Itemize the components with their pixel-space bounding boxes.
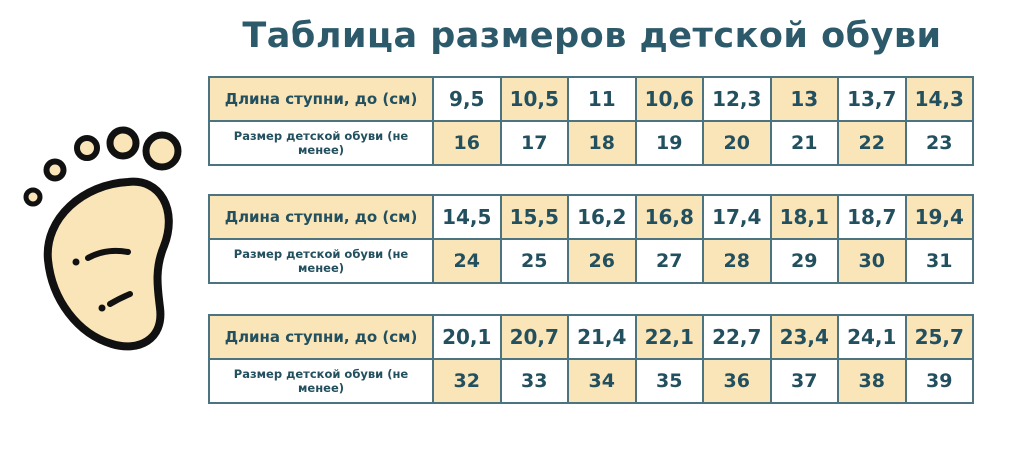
length-cell: 9,5	[432, 76, 502, 122]
length-cell: 25,7	[904, 314, 974, 360]
size-cell: 32	[432, 358, 502, 404]
size-cell: 21	[769, 120, 839, 166]
size-cell: 38	[837, 358, 907, 404]
size-cell: 28	[702, 238, 772, 284]
size-cell: 19	[634, 120, 704, 166]
size-row-label: Размер детской обуви (не менее)	[208, 120, 434, 166]
length-row-label: Длина ступни, до (см)	[208, 194, 434, 240]
length-cell: 19,4	[904, 194, 974, 240]
length-cell: 16,2	[567, 194, 637, 240]
length-cell: 11	[567, 76, 637, 122]
length-row: Длина ступни, до (см) 9,5 10,5 11 10,6 1…	[208, 76, 974, 122]
sole-dot-upper	[72, 258, 80, 266]
page-title: Таблица размеров детской обуви	[242, 16, 942, 56]
size-cell: 29	[769, 238, 839, 284]
length-cell: 17,4	[702, 194, 772, 240]
toe-little	[23, 187, 43, 207]
length-cell: 20,1	[432, 314, 502, 360]
length-cell: 14,3	[904, 76, 974, 122]
size-cell: 37	[769, 358, 839, 404]
size-row: Размер детской обуви (не менее) 32 33 34…	[208, 358, 974, 404]
length-cell: 22,1	[634, 314, 704, 360]
length-cell: 13,7	[837, 76, 907, 122]
sole-crease-lower	[107, 291, 133, 307]
size-cell: 24	[432, 238, 502, 284]
size-cell: 36	[702, 358, 772, 404]
size-table-2: Длина ступни, до (см) 14,5 15,5 16,2 16,…	[208, 194, 974, 284]
length-row: Длина ступни, до (см) 20,1 20,7 21,4 22,…	[208, 314, 974, 360]
size-row: Размер детской обуви (не менее) 16 17 18…	[208, 120, 974, 166]
baby-footprint-icon	[23, 126, 182, 351]
sole-dot-lower	[98, 304, 106, 312]
size-table-1: Длина ступни, до (см) 9,5 10,5 11 10,6 1…	[208, 76, 974, 166]
size-row-label: Размер детской обуви (не менее)	[208, 358, 434, 404]
toe-second	[106, 126, 140, 160]
length-cell: 16,8	[634, 194, 704, 240]
length-cell: 10,6	[634, 76, 704, 122]
size-cell: 33	[499, 358, 569, 404]
size-cell: 31	[904, 238, 974, 284]
size-cell: 20	[702, 120, 772, 166]
length-row-label: Длина ступни, до (см)	[208, 314, 434, 360]
length-cell: 13	[769, 76, 839, 122]
size-cell: 23	[904, 120, 974, 166]
size-cell: 18	[567, 120, 637, 166]
size-cell: 27	[634, 238, 704, 284]
length-cell: 21,4	[567, 314, 637, 360]
sole-crease-upper	[85, 247, 131, 261]
size-cell: 25	[499, 238, 569, 284]
length-cell: 14,5	[432, 194, 502, 240]
foot-sole	[43, 177, 173, 351]
length-row-label: Длина ступни, до (см)	[208, 76, 434, 122]
size-row-label: Размер детской обуви (не менее)	[208, 238, 434, 284]
length-cell: 18,7	[837, 194, 907, 240]
length-cell: 18,1	[769, 194, 839, 240]
size-cell: 17	[499, 120, 569, 166]
size-cell: 26	[567, 238, 637, 284]
size-cell: 35	[634, 358, 704, 404]
toe-fourth	[43, 158, 67, 182]
size-row: Размер детской обуви (не менее) 24 25 26…	[208, 238, 974, 284]
size-table-3: Длина ступни, до (см) 20,1 20,7 21,4 22,…	[208, 314, 974, 404]
size-cell: 30	[837, 238, 907, 284]
size-cell: 16	[432, 120, 502, 166]
length-cell: 15,5	[499, 194, 569, 240]
length-cell: 12,3	[702, 76, 772, 122]
length-row: Длина ступни, до (см) 14,5 15,5 16,2 16,…	[208, 194, 974, 240]
size-cell: 34	[567, 358, 637, 404]
size-cell: 39	[904, 358, 974, 404]
length-cell: 23,4	[769, 314, 839, 360]
toe-third	[74, 135, 100, 161]
length-cell: 22,7	[702, 314, 772, 360]
toe-big	[142, 131, 182, 171]
size-cell: 22	[837, 120, 907, 166]
length-cell: 24,1	[837, 314, 907, 360]
length-cell: 20,7	[499, 314, 569, 360]
length-cell: 10,5	[499, 76, 569, 122]
